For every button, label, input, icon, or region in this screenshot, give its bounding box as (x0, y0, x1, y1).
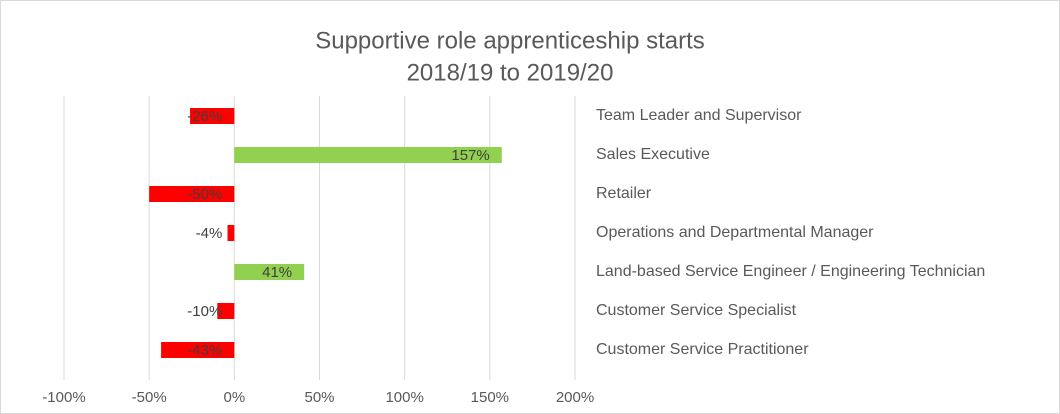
x-tick-label: 0% (223, 389, 245, 406)
bar (234, 264, 305, 280)
x-tick-label: 50% (304, 389, 334, 406)
data-label: -43% (187, 342, 222, 359)
data-label: -50% (187, 186, 222, 203)
bar (190, 108, 235, 124)
x-tick-label: -50% (132, 389, 167, 406)
data-label: -10% (187, 303, 222, 320)
chart-title: Supportive role apprenticeship starts (315, 27, 705, 54)
data-label: 157% (451, 147, 489, 164)
category-label: Sales Executive (596, 146, 710, 163)
category-label: Customer Service Practitioner (596, 341, 809, 358)
bar (161, 342, 235, 358)
x-tick-label: 150% (471, 389, 509, 406)
bar (217, 303, 235, 319)
x-tick-label: 100% (385, 389, 423, 406)
bar (234, 147, 502, 163)
category-label: Customer Service Specialist (596, 302, 797, 319)
category-label: Land-based Service Engineer / Engineerin… (596, 263, 985, 280)
data-label: -4% (196, 225, 223, 242)
data-label: -26% (187, 108, 222, 125)
x-tick-label: 200% (556, 389, 594, 406)
bar (149, 186, 235, 202)
data-label: 41% (262, 264, 292, 281)
bar (227, 225, 235, 241)
category-label: Operations and Departmental Manager (596, 224, 874, 241)
chart-subtitle: 2018/19 to 2019/20 (407, 59, 614, 86)
x-tick-label: -100% (42, 389, 85, 406)
category-label: Retailer (596, 185, 652, 202)
category-label: Team Leader and Supervisor (596, 107, 802, 124)
